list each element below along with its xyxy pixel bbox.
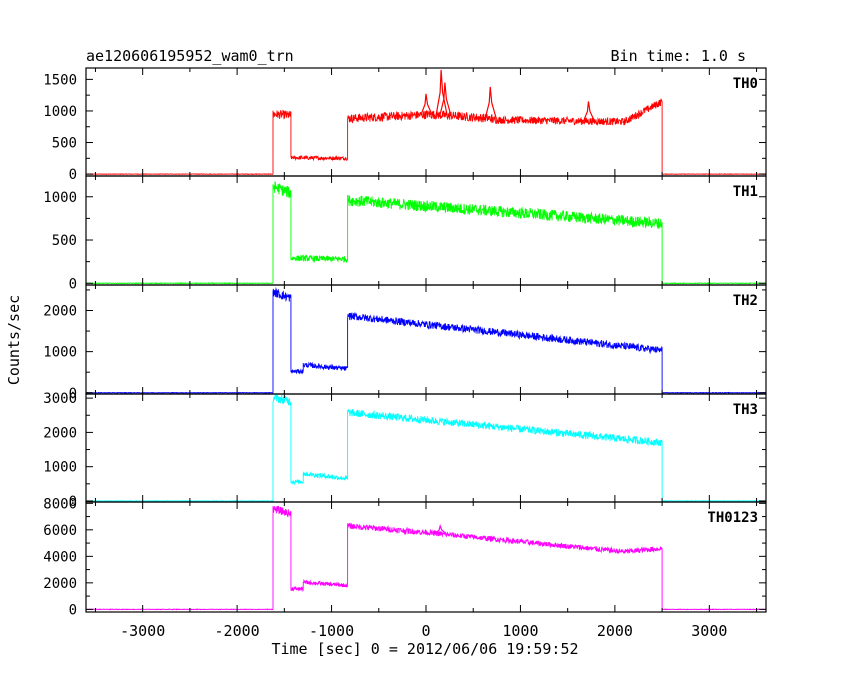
x-tick-label-1000: 1000 [502, 622, 538, 640]
spike-th0123-0 [434, 523, 447, 535]
panel-label-th2: TH2 [733, 293, 758, 309]
x-tick-label--1000: -1000 [309, 622, 354, 640]
y-tick-label-th3-1000: 1000 [43, 460, 77, 476]
y-tick-label-th0123-4000: 4000 [43, 549, 77, 565]
panel-th1: 0 500 1000 TH1 [43, 175, 767, 292]
y-tick-label-th0123-0: 0 [69, 602, 77, 618]
panel-th2: 0 1000 2000 TH2 [43, 284, 767, 402]
y-tick-label-th2-2000: 2000 [43, 304, 77, 320]
panel-frame-th0123 [85, 501, 767, 613]
series-line-th2 [85, 287, 767, 394]
spike-th0-0 [420, 93, 433, 115]
panel-label-th0123: TH0123 [707, 510, 758, 526]
x-tick-label-2000: 2000 [597, 622, 633, 640]
series-line-th3 [85, 393, 767, 503]
series-line-th0123 [85, 505, 767, 611]
y-tick-label-th0-0: 0 [69, 167, 77, 183]
panel-frame-th1 [85, 175, 767, 286]
y-tick-label-th3-0: 0 [69, 494, 77, 510]
y-tick-label-th0-1000: 1000 [43, 104, 77, 120]
x-axis-label: Time [sec] 0 = 2012/06/06 19:59:52 [271, 640, 578, 658]
panel-frame-th0 [85, 67, 767, 177]
panel-th0: 0 500 1000 1500 TH0 [43, 67, 767, 183]
y-tick-label-th0123-2000: 2000 [43, 576, 77, 592]
y-tick-label-th1-500: 500 [52, 233, 77, 249]
panel-label-th0: TH0 [733, 76, 758, 92]
series-line-th1 [85, 181, 767, 286]
y-tick-label-th0-1500: 1500 [43, 72, 77, 88]
y-tick-label-th2-1000: 1000 [43, 345, 77, 361]
spike-th0-3 [484, 86, 497, 119]
x-tick-label-0: 0 [421, 622, 430, 640]
y-tick-label-th1-0: 0 [69, 276, 77, 292]
x-tick-label--3000: -3000 [120, 622, 165, 640]
y-tick-label-th3-3000: 3000 [43, 391, 77, 407]
x-tick-label--2000: -2000 [215, 622, 260, 640]
y-tick-label-th1-1000: 1000 [43, 190, 77, 206]
y-axis-label: Counts/sec [5, 295, 23, 385]
panel-frame-th3 [85, 393, 767, 503]
panel-label-th3: TH3 [733, 402, 758, 418]
y-tick-label-th0123-8000: 8000 [43, 496, 77, 512]
panels-group: 0 500 1000 1500 TH0 0 500 1000 TH1 0 1000 2000 TH2 0 1… [43, 67, 767, 618]
y-tick-label-th0-500: 500 [52, 136, 77, 152]
y-tick-label-th3-2000: 2000 [43, 425, 77, 441]
panel-th3: 0 1000 2000 3000 TH3 [43, 391, 767, 510]
panel-frame-th2 [85, 284, 767, 395]
panel-th0123: 0 2000 4000 6000 8000 TH0123 [43, 496, 767, 618]
panel-label-th1: TH1 [733, 184, 758, 200]
bin-time-label: Bin time: 1.0 s [611, 47, 746, 65]
y-tick-label-th2-0: 0 [69, 386, 77, 402]
y-tick-label-th0123-6000: 6000 [43, 523, 77, 539]
x-tick-labels: -3000 -2000 -1000 0 1000 2000 3000 [120, 622, 727, 640]
x-tick-label-3000: 3000 [691, 622, 727, 640]
file-name-label: ae120606195952_wam0_trn [86, 47, 294, 65]
spike-th0-2 [439, 82, 452, 116]
series-line-th0 [85, 98, 767, 176]
spike-th0-4 [582, 101, 595, 122]
